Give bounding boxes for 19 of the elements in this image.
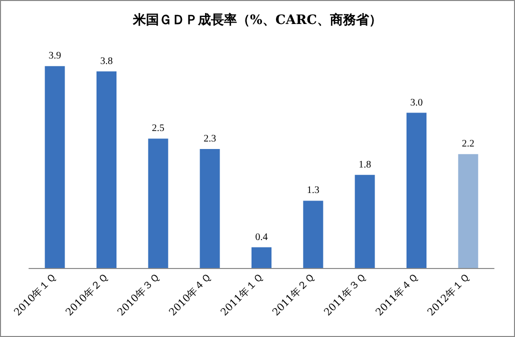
bar [252, 247, 272, 268]
data-label: 3.0 [410, 97, 423, 108]
bar [354, 174, 375, 268]
data-label: 2.5 [152, 123, 164, 134]
bar [44, 66, 65, 268]
bar [303, 200, 324, 268]
data-label: 3.9 [48, 50, 62, 62]
data-label: 1.8 [358, 159, 372, 170]
data-label: 1.3 [306, 185, 320, 196]
chart-title: 米国ＧＤＰ成長率（%、CARC、商務省） [132, 12, 382, 28]
bar [96, 71, 116, 268]
data-label: 2.2 [462, 138, 474, 150]
data-label: 3.8 [100, 56, 113, 67]
data-label: 0.4 [255, 232, 268, 243]
bar [458, 154, 478, 268]
bar [200, 148, 220, 268]
data-label: 2.3 [204, 133, 216, 144]
bar [406, 112, 426, 268]
bar [148, 138, 168, 268]
